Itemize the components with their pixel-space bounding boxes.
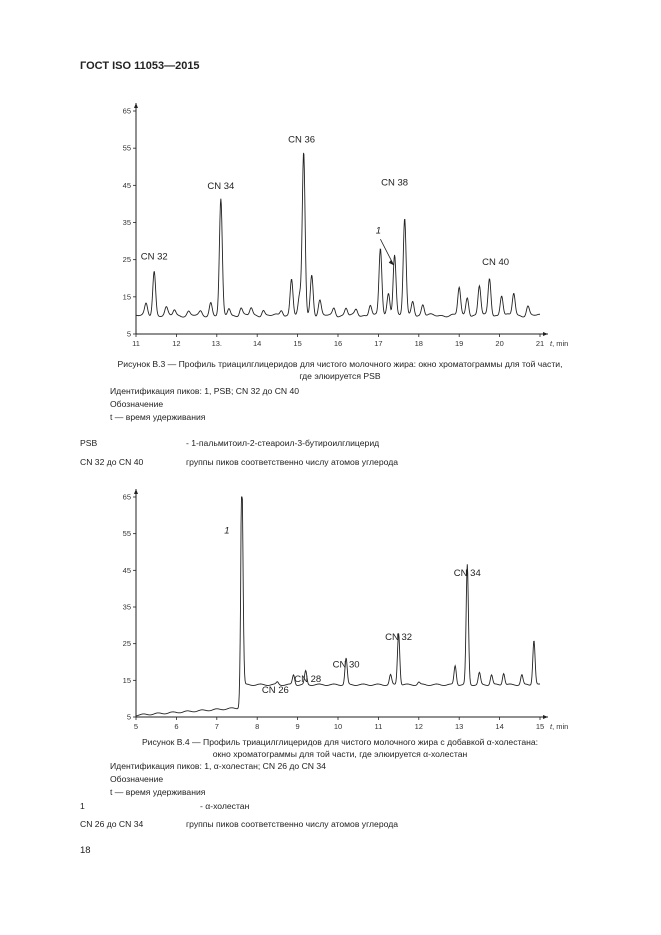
y-tick-label: 25: [123, 639, 131, 648]
chart2-axes: [134, 489, 548, 719]
def2-desc-cn: группы пиков соответственно числу атомов…: [186, 819, 398, 829]
x-tick-label: 21: [536, 339, 544, 348]
def1-term-cn: CN 32 до CN 40: [80, 457, 144, 467]
def2-term-1: 1: [80, 801, 85, 811]
chart2-annotations: CN 26 CN 28 CN 30 CN 32 CN 34 1: [224, 526, 480, 697]
x-tick-label: 12: [172, 339, 180, 348]
x-tick-label: 18: [415, 339, 423, 348]
peak-label: 1: [376, 226, 381, 237]
figure2-caption-line1: Рисунок В.4 — Профиль триацилглицеридов …: [141, 737, 539, 747]
peak-label: CN 32: [385, 632, 412, 643]
x-tick-label: 13: [455, 722, 463, 731]
figure1-legend-t: t — время удерживания: [110, 412, 206, 422]
y-tick-label: 25: [123, 255, 131, 264]
y-tick-label: 35: [123, 218, 131, 227]
y-axis-arrow: [134, 489, 138, 494]
x-tick-label: 14: [253, 339, 261, 348]
x-tick-label: 11: [375, 722, 383, 731]
y-tick-label: 5: [127, 330, 131, 339]
peak-label: 1: [224, 526, 229, 537]
y-tick-label: 65: [123, 107, 131, 116]
x-tick-label: 17: [374, 339, 382, 348]
x-tick-label: 14: [495, 722, 503, 731]
figure2-caption-line2: окно хроматограммы для той части, где эл…: [212, 749, 468, 759]
x-tick-label: 7: [215, 722, 219, 731]
peak-label: CN 36: [288, 135, 315, 146]
x-tick-label: 20: [495, 339, 503, 348]
chart2-trace: [135, 496, 541, 717]
x-axis-label: t, min: [550, 339, 568, 348]
chart1-annotations: CN 32 CN 34 CN 36 CN 38 CN 40 1: [141, 135, 509, 269]
x-tick-label: 6: [174, 722, 178, 731]
figure2-legend-title: Обозначение: [110, 774, 164, 784]
def1-desc-psb: - 1-пальмитоил-2-стеароил-3-бутироилглиц…: [186, 438, 380, 448]
page-header: ГОСТ ISO 11053—2015: [80, 60, 200, 72]
x-tick-label: 13.: [212, 339, 222, 348]
x-tick-label: 11: [132, 339, 140, 348]
chart2-ticks: 5 6 7 8 9 10 11 12 13 14 15 t, min 5 15 25 35 45 55 65: [123, 493, 569, 732]
figure2-ident: Идентификация пиков: 1, α-холестан; CN 2…: [110, 761, 326, 771]
y-tick-label: 45: [123, 181, 131, 190]
x-tick-label: 19: [455, 339, 463, 348]
chart1-ticks: 11 12 13. 14 15 16 17 18 19 20 21 t, min 5 15 25 35 45 55…: [123, 107, 569, 349]
x-axis-arrow: [543, 715, 548, 719]
x-axis-arrow: [543, 332, 548, 336]
x-tick-label: 16: [334, 339, 342, 348]
y-tick-label: 35: [123, 603, 131, 612]
peak-label: CN 28: [294, 674, 321, 685]
peak-label: CN 38: [381, 177, 408, 188]
figure1-legend-title: Обозначение: [110, 399, 164, 409]
figure2-legend-t: t — время удерживания: [110, 787, 206, 797]
y-tick-label: 65: [123, 493, 131, 502]
x-tick-label: 15: [536, 722, 544, 731]
def2-desc-1: - α-холестан: [200, 801, 250, 811]
psb-arrow-head: [388, 259, 394, 266]
y-tick-label: 55: [123, 529, 131, 538]
y-tick-label: 15: [123, 676, 131, 685]
peak-label: CN 32: [141, 252, 168, 263]
x-tick-label: 15: [293, 339, 301, 348]
y-tick-label: 5: [127, 713, 131, 722]
figure1-caption-line1: Рисунок В.3 — Профиль триацилглицеридов …: [117, 359, 563, 369]
y-axis-arrow: [134, 103, 138, 108]
peak-label: CN 26: [262, 685, 289, 696]
y-tick-label: 45: [123, 566, 131, 575]
chart1-trace: [135, 152, 541, 318]
y-tick-label: 15: [123, 292, 131, 301]
chart1-axes: [134, 103, 548, 336]
x-tick-label: 10: [334, 722, 342, 731]
y-tick-label: 55: [123, 144, 131, 153]
x-tick-label: 8: [255, 722, 259, 731]
peak-label: CN 34: [207, 181, 234, 192]
peak-label: CN 34: [454, 568, 481, 579]
x-tick-label: 12: [415, 722, 423, 731]
page-number: 18: [80, 845, 91, 856]
x-tick-label: 5: [134, 722, 138, 731]
peak-label: CN 30: [333, 660, 360, 671]
figure1-caption-line2: где элюируется PSB: [299, 371, 381, 381]
figure1-ident: Идентификация пиков: 1, PSB; CN 32 до CN…: [110, 386, 300, 396]
def1-term-psb: PSB: [80, 438, 98, 448]
peak-label: CN 40: [482, 257, 509, 268]
def1-desc-cn: группы пиков соответственно числу атомов…: [186, 457, 398, 467]
def2-term-cn: CN 26 до CN 34: [80, 819, 144, 829]
x-axis-label: t, min: [550, 722, 568, 731]
x-tick-label: 9: [296, 722, 300, 731]
